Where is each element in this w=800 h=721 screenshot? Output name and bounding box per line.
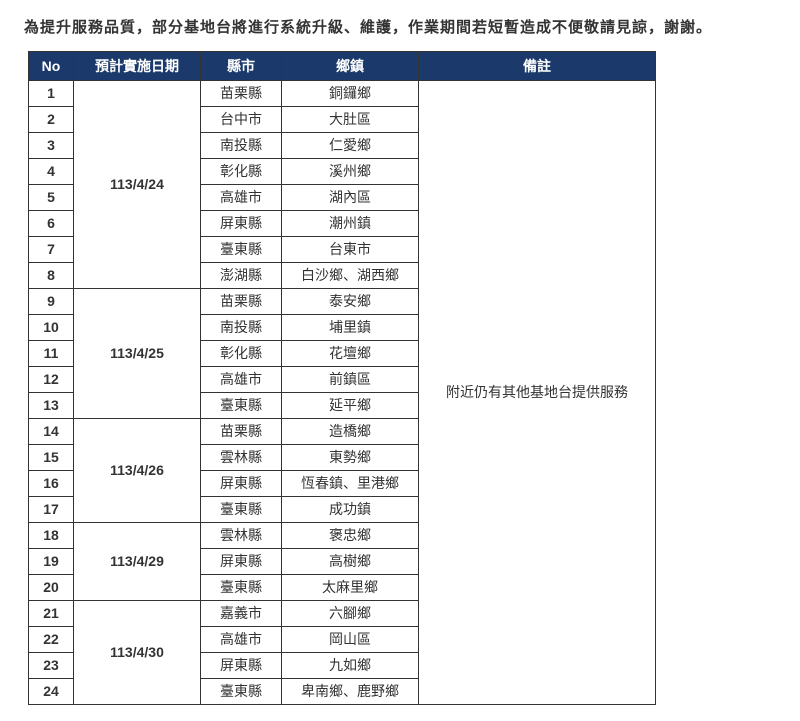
cell-town: 褒忠鄉 [282, 523, 419, 549]
table-body: 1113/4/24苗栗縣銅鑼鄉附近仍有其他基地台提供服務2台中市大肚區3南投縣仁… [29, 81, 656, 705]
cell-no: 14 [29, 419, 74, 445]
cell-no: 4 [29, 159, 74, 185]
cell-town: 銅鑼鄉 [282, 81, 419, 107]
header-town: 鄉鎮 [282, 52, 419, 81]
cell-no: 1 [29, 81, 74, 107]
cell-no: 16 [29, 471, 74, 497]
header-date: 預計實施日期 [74, 52, 201, 81]
cell-town: 仁愛鄉 [282, 133, 419, 159]
cell-city: 雲林縣 [201, 523, 282, 549]
cell-no: 21 [29, 601, 74, 627]
cell-city: 高雄市 [201, 367, 282, 393]
header-no: No [29, 52, 74, 81]
cell-town: 台東市 [282, 237, 419, 263]
cell-city: 屏東縣 [201, 549, 282, 575]
cell-town: 湖內區 [282, 185, 419, 211]
cell-no: 3 [29, 133, 74, 159]
cell-town: 六腳鄉 [282, 601, 419, 627]
cell-city: 臺東縣 [201, 497, 282, 523]
cell-no: 9 [29, 289, 74, 315]
cell-no: 10 [29, 315, 74, 341]
header-note: 備註 [419, 52, 656, 81]
cell-city: 嘉義市 [201, 601, 282, 627]
cell-city: 高雄市 [201, 627, 282, 653]
cell-town: 溪州鄉 [282, 159, 419, 185]
cell-city: 台中市 [201, 107, 282, 133]
cell-date: 113/4/26 [74, 419, 201, 523]
table-header-row: No 預計實施日期 縣市 鄉鎮 備註 [29, 52, 656, 81]
cell-city: 高雄市 [201, 185, 282, 211]
cell-town: 岡山區 [282, 627, 419, 653]
cell-city: 臺東縣 [201, 575, 282, 601]
cell-no: 6 [29, 211, 74, 237]
cell-no: 5 [29, 185, 74, 211]
cell-no: 13 [29, 393, 74, 419]
table-row: 1113/4/24苗栗縣銅鑼鄉附近仍有其他基地台提供服務 [29, 81, 656, 107]
cell-city: 臺東縣 [201, 679, 282, 705]
cell-city: 屏東縣 [201, 471, 282, 497]
cell-city: 雲林縣 [201, 445, 282, 471]
cell-city: 彰化縣 [201, 341, 282, 367]
cell-city: 苗栗縣 [201, 81, 282, 107]
cell-no: 12 [29, 367, 74, 393]
notice-text: 為提升服務品質，部分基地台將進行系統升級、維護，作業期間若短暫造成不便敬請見諒，… [24, 16, 776, 37]
cell-town: 九如鄉 [282, 653, 419, 679]
cell-no: 2 [29, 107, 74, 133]
cell-date: 113/4/25 [74, 289, 201, 419]
cell-no: 24 [29, 679, 74, 705]
cell-no: 22 [29, 627, 74, 653]
cell-no: 18 [29, 523, 74, 549]
cell-town: 東勢鄉 [282, 445, 419, 471]
cell-note: 附近仍有其他基地台提供服務 [419, 81, 656, 705]
cell-town: 造橋鄉 [282, 419, 419, 445]
cell-city: 臺東縣 [201, 237, 282, 263]
cell-no: 17 [29, 497, 74, 523]
cell-city: 南投縣 [201, 133, 282, 159]
cell-city: 苗栗縣 [201, 419, 282, 445]
cell-no: 20 [29, 575, 74, 601]
cell-town: 潮州鎮 [282, 211, 419, 237]
header-city: 縣市 [201, 52, 282, 81]
cell-town: 恆春鎮、里港鄉 [282, 471, 419, 497]
cell-date: 113/4/24 [74, 81, 201, 289]
cell-city: 彰化縣 [201, 159, 282, 185]
cell-town: 前鎮區 [282, 367, 419, 393]
cell-city: 屏東縣 [201, 211, 282, 237]
cell-no: 23 [29, 653, 74, 679]
cell-city: 苗栗縣 [201, 289, 282, 315]
cell-city: 南投縣 [201, 315, 282, 341]
cell-no: 15 [29, 445, 74, 471]
cell-town: 延平鄉 [282, 393, 419, 419]
cell-no: 8 [29, 263, 74, 289]
cell-city: 澎湖縣 [201, 263, 282, 289]
cell-city: 屏東縣 [201, 653, 282, 679]
schedule-table: No 預計實施日期 縣市 鄉鎮 備註 1113/4/24苗栗縣銅鑼鄉附近仍有其他… [28, 51, 656, 705]
cell-town: 卑南鄉、鹿野鄉 [282, 679, 419, 705]
cell-town: 大肚區 [282, 107, 419, 133]
cell-no: 7 [29, 237, 74, 263]
cell-town: 成功鎮 [282, 497, 419, 523]
cell-no: 11 [29, 341, 74, 367]
cell-date: 113/4/30 [74, 601, 201, 705]
cell-no: 19 [29, 549, 74, 575]
cell-town: 花壇鄉 [282, 341, 419, 367]
cell-date: 113/4/29 [74, 523, 201, 601]
cell-town: 高樹鄉 [282, 549, 419, 575]
cell-town: 埔里鎮 [282, 315, 419, 341]
cell-town: 白沙鄉、湖西鄉 [282, 263, 419, 289]
cell-town: 泰安鄉 [282, 289, 419, 315]
cell-town: 太麻里鄉 [282, 575, 419, 601]
cell-city: 臺東縣 [201, 393, 282, 419]
